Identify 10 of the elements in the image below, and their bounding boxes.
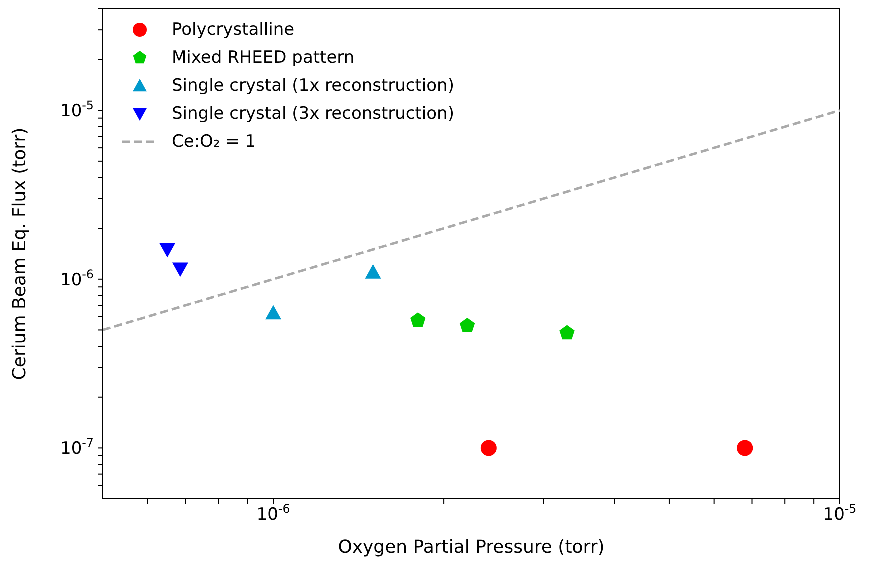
y-tick-label: 10$^{-6}$ xyxy=(60,267,94,290)
y-tick-label: 10$^{-7}$ xyxy=(60,436,94,460)
legend-label: Ce:O₂ = 1 xyxy=(172,131,256,154)
legend-label: Single crystal (3x reconstruction) xyxy=(172,103,454,126)
y-axis-title: Cerium Beam Eq. Flux (torr) xyxy=(10,128,30,380)
legend-label: Polycrystalline xyxy=(172,19,295,42)
y-tick-label: 10$^{-5}$ xyxy=(60,98,94,122)
x-axis-title: Oxygen Partial Pressure (torr) xyxy=(338,537,605,558)
legend-label: Mixed RHEED pattern xyxy=(172,47,355,70)
legend-label: Single crystal (1x reconstruction) xyxy=(172,75,454,98)
